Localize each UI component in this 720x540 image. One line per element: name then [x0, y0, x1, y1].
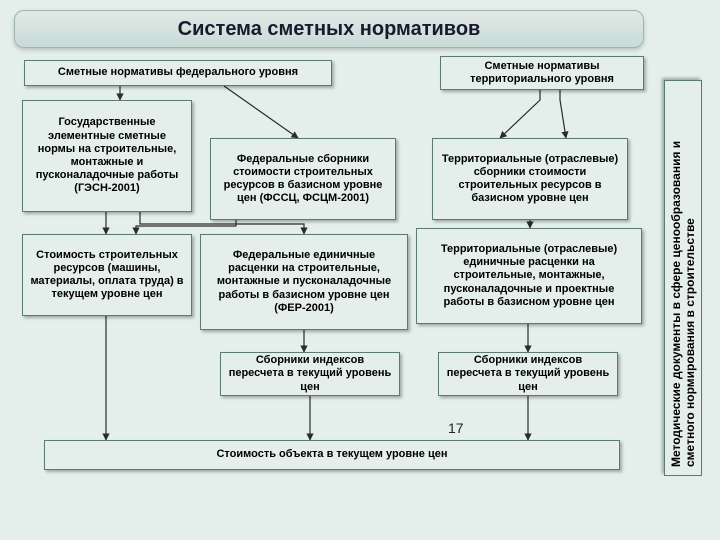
node-label: Государственные элементные сметные нормы… — [29, 116, 185, 195]
node-label: Стоимость строительных ресурсов (машины,… — [29, 249, 185, 302]
edge-fssc-to-cost_res — [136, 220, 236, 234]
page-title: Система сметных нормативов — [178, 18, 481, 41]
edge-terr_top-to-terr_sb — [560, 90, 566, 138]
node-gesn-2001: Государственные элементные сметные нормы… — [22, 100, 192, 212]
node-territorial-sb: Территориальные (отраслевые) сборники ст… — [432, 138, 628, 220]
node-index-1: Сборники индексов пересчета в текущий ур… — [220, 352, 400, 396]
page-number: 17 — [448, 420, 464, 436]
node-label: Сметные нормативы федерального уровня — [58, 66, 298, 79]
node-label: Территориальные (отраслевые) единичные р… — [423, 243, 635, 309]
edge-fed_top-to-fssc — [224, 86, 298, 138]
node-label: Федеральные единичные расценки на строит… — [207, 249, 401, 315]
sidebar-methodical-docs: Методические документы в сфере ценообраз… — [664, 80, 702, 476]
title-bar: Система сметных нормативов — [14, 10, 644, 48]
node-label: Федеральные сборники стоимости строитель… — [217, 153, 389, 206]
node-label: Территориальные (отраслевые) сборники ст… — [439, 153, 621, 206]
node-label: Сборники индексов пересчета в текущий ур… — [227, 354, 393, 394]
node-index-2: Сборники индексов пересчета в текущий ур… — [438, 352, 618, 396]
node-label: Сборники индексов пересчета в текущий ур… — [445, 354, 611, 394]
sidebar-label: Методические документы в сфере ценообраз… — [669, 89, 697, 467]
page-number-text: 17 — [448, 420, 464, 436]
node-territorial-er: Территориальные (отраслевые) единичные р… — [416, 228, 642, 324]
node-fer-2001: Федеральные единичные расценки на строит… — [200, 234, 408, 330]
node-federal-top: Сметные нормативы федерального уровня — [24, 60, 332, 86]
node-territorial-top: Сметные нормативы территориального уровн… — [440, 56, 644, 90]
node-cost-resources: Стоимость строительных ресурсов (машины,… — [22, 234, 192, 316]
node-object-cost-bottom: Стоимость объекта в текущем уровне цен — [44, 440, 620, 470]
node-label: Стоимость объекта в текущем уровне цен — [216, 448, 447, 461]
edge-terr_top-to-terr_sb — [500, 90, 540, 138]
node-label: Сметные нормативы территориального уровн… — [447, 60, 637, 86]
node-fssc-2001: Федеральные сборники стоимости строитель… — [210, 138, 396, 220]
